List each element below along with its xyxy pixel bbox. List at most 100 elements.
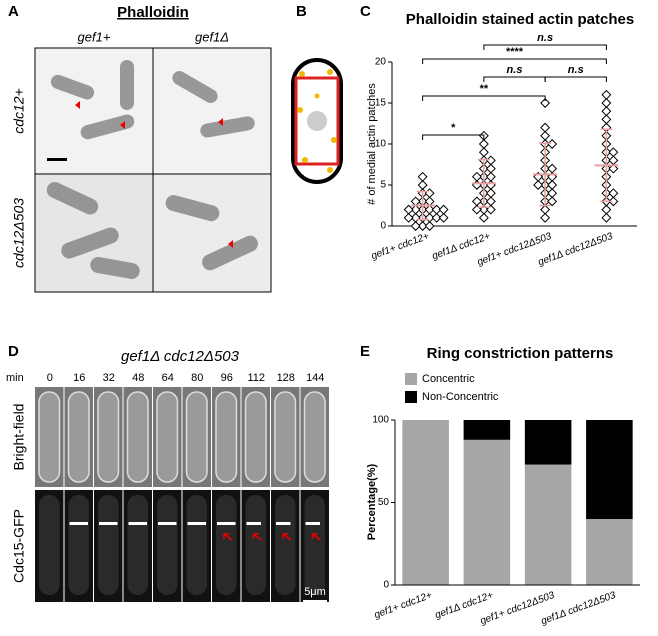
data-point	[547, 188, 558, 199]
data-point	[424, 188, 435, 199]
cell-diagram	[291, 58, 343, 184]
significance-label: ****	[506, 46, 524, 58]
panel-letter: E	[360, 343, 370, 360]
gfp-cell	[68, 495, 89, 595]
gfp-ring	[187, 522, 206, 525]
data-point	[478, 139, 489, 149]
gfp-ring	[158, 522, 177, 525]
data-point	[547, 180, 558, 190]
data-point	[485, 188, 496, 199]
bright-cell	[97, 391, 120, 483]
time-label: 96	[221, 372, 233, 384]
time-label: 64	[162, 372, 174, 384]
data-point	[485, 180, 496, 190]
data-point	[533, 180, 544, 190]
y-label: Percentage(%)	[366, 463, 378, 540]
time-label: 128	[277, 372, 295, 384]
data-point	[417, 180, 428, 190]
arrow	[223, 533, 233, 541]
bar-segment	[402, 420, 449, 585]
scale-bar	[303, 600, 327, 602]
significance-label: n.s	[507, 64, 523, 76]
gfp-cell	[127, 495, 148, 595]
y-tick-label: 0	[383, 580, 389, 591]
data-point	[403, 212, 414, 223]
data-point	[424, 221, 435, 231]
bar-segment	[524, 464, 572, 585]
data-point	[403, 204, 414, 215]
arrow	[252, 533, 262, 541]
time-label: 144	[306, 372, 324, 384]
data-point	[471, 180, 482, 190]
data-point	[601, 114, 612, 125]
significance-bracket	[422, 134, 485, 140]
bright-cell	[215, 391, 238, 483]
legend-label: Concentric	[422, 373, 475, 385]
bar-segment	[586, 420, 633, 519]
bar-segment	[524, 420, 572, 465]
data-point	[410, 196, 421, 207]
data-point	[424, 196, 435, 207]
row-label: Cdc15-GFP	[11, 509, 27, 583]
bright-cell	[274, 391, 297, 483]
row-label: cdc12Δ503	[11, 198, 27, 268]
data-point	[478, 212, 489, 223]
gfp-cell	[157, 495, 178, 595]
significance-label: **	[480, 83, 489, 95]
gfp-ring	[99, 522, 118, 525]
bright-cell	[185, 391, 208, 483]
time-label: 80	[191, 372, 203, 384]
data-point	[471, 196, 482, 207]
data-point	[540, 212, 551, 223]
data-point	[540, 98, 551, 108]
bright-cell	[38, 391, 61, 483]
data-point	[471, 171, 482, 182]
significance-bracket	[544, 76, 607, 82]
legend-swatch	[405, 373, 417, 385]
data-point	[601, 106, 612, 117]
gfp-cell	[39, 495, 60, 595]
time-label: 32	[103, 372, 115, 384]
data-point	[431, 212, 442, 223]
data-point	[438, 212, 449, 223]
scale-label: 5μm	[304, 586, 326, 598]
gfp-cell	[275, 495, 296, 595]
panel-letter: C	[360, 3, 371, 20]
bar-segment	[463, 439, 511, 585]
bar-segment	[586, 519, 633, 585]
data-point	[547, 163, 558, 174]
gfp-cell	[245, 495, 266, 595]
data-point	[547, 139, 558, 149]
gfp-cell	[216, 495, 237, 595]
column-label: gef1Δ	[195, 29, 229, 44]
y-tick-label: 100	[372, 415, 389, 426]
time-label: 112	[247, 372, 265, 384]
significance-bracket	[483, 44, 607, 50]
data-point	[410, 204, 421, 215]
bright-cell	[244, 391, 267, 483]
gfp-cell	[98, 495, 119, 595]
bar-segment	[463, 420, 511, 440]
row-label: cdc12+	[11, 88, 27, 134]
gfp-ring	[217, 522, 236, 525]
data-point	[485, 163, 496, 174]
significance-label: n.s	[537, 32, 553, 44]
arrow	[282, 533, 292, 541]
data-point	[608, 163, 619, 174]
data-point	[601, 204, 612, 215]
data-point	[417, 221, 428, 231]
y-tick-label: 0	[380, 221, 386, 232]
data-point	[608, 155, 619, 166]
bright-cell	[126, 391, 149, 483]
panel-letter: D	[8, 343, 19, 360]
y-tick-label: 20	[375, 57, 387, 68]
chart-title: Ring constriction patterns	[427, 345, 614, 362]
data-point	[547, 196, 558, 207]
significance-bracket	[422, 58, 607, 64]
legend-label: Non-Concentric	[422, 391, 499, 403]
data-point	[417, 171, 428, 182]
micrographs-a	[34, 47, 272, 293]
data-point	[540, 204, 551, 215]
data-point	[424, 204, 435, 215]
data-point	[540, 130, 551, 141]
